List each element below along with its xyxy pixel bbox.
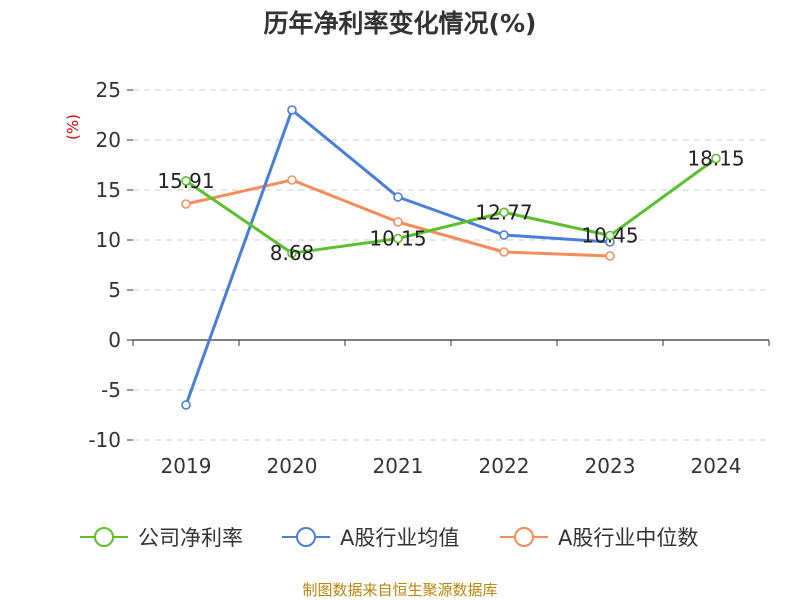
series-line-1 <box>184 108 611 406</box>
data-labels: 15.91 8.68 10.15 12.77 10.45 18.15 <box>157 147 744 266</box>
y-tick-label: 10 <box>96 228 121 252</box>
legend-marker <box>94 527 114 547</box>
legend-label: A股行业均值 <box>340 526 459 550</box>
y-tick-label: 0 <box>108 328 121 352</box>
y-tick-label: -5 <box>101 378 121 402</box>
data-point <box>287 105 297 115</box>
data-point <box>393 233 403 244</box>
x-tick-label: 2021 <box>373 454 424 478</box>
x-tick-label: 2020 <box>267 454 318 478</box>
data-point <box>181 199 191 209</box>
data-label: 10.45 <box>581 224 638 248</box>
grid-lines <box>133 89 769 441</box>
data-point <box>181 400 191 410</box>
series-lines <box>181 105 721 410</box>
data-point <box>605 251 615 261</box>
data-point <box>711 153 721 164</box>
data-point <box>499 207 509 218</box>
series-line-0 <box>185 157 717 255</box>
legend-label: A股行业中位数 <box>558 526 698 550</box>
source-note: 制图数据来自恒生聚源数据库 <box>302 581 497 599</box>
data-label: 15.91 <box>157 169 214 193</box>
data-point <box>499 230 509 240</box>
data-label: 8.68 <box>270 241 315 265</box>
y-tick-label: 15 <box>96 178 121 202</box>
legend-marker <box>514 527 534 547</box>
legend-label: 公司净利率 <box>138 526 243 550</box>
data-label: 18.15 <box>687 147 744 171</box>
data-point <box>181 176 191 186</box>
y-tick-label: 5 <box>108 278 121 302</box>
y-axis-label: (%) <box>64 114 82 140</box>
x-tick-label: 2019 <box>161 454 212 478</box>
y-tick-label: -10 <box>88 428 121 452</box>
y-tick-label: 25 <box>96 78 121 102</box>
x-axis <box>132 339 770 346</box>
x-axis-ticks: 2019 2020 2021 2022 2023 2024 <box>161 454 742 478</box>
data-label: 12.77 <box>475 200 532 224</box>
data-point <box>393 217 403 227</box>
legend-marker <box>296 527 316 547</box>
data-point <box>287 248 297 258</box>
y-tick-label: 20 <box>96 128 121 152</box>
data-point <box>605 230 615 241</box>
x-tick-label: 2022 <box>479 454 530 478</box>
chart-title: 历年净利率变化情况(%) <box>264 9 537 38</box>
y-axis-ticks: 25 20 15 10 5 0 -5 -10 <box>88 78 133 452</box>
data-point <box>499 247 509 257</box>
x-tick-label: 2023 <box>585 454 636 478</box>
data-label: 10.15 <box>369 227 426 251</box>
data-point <box>393 192 403 202</box>
data-point <box>287 175 297 185</box>
legend: 公司净利率 A股行业均值 A股行业中位数 <box>80 526 698 550</box>
x-tick-label: 2024 <box>691 454 742 478</box>
